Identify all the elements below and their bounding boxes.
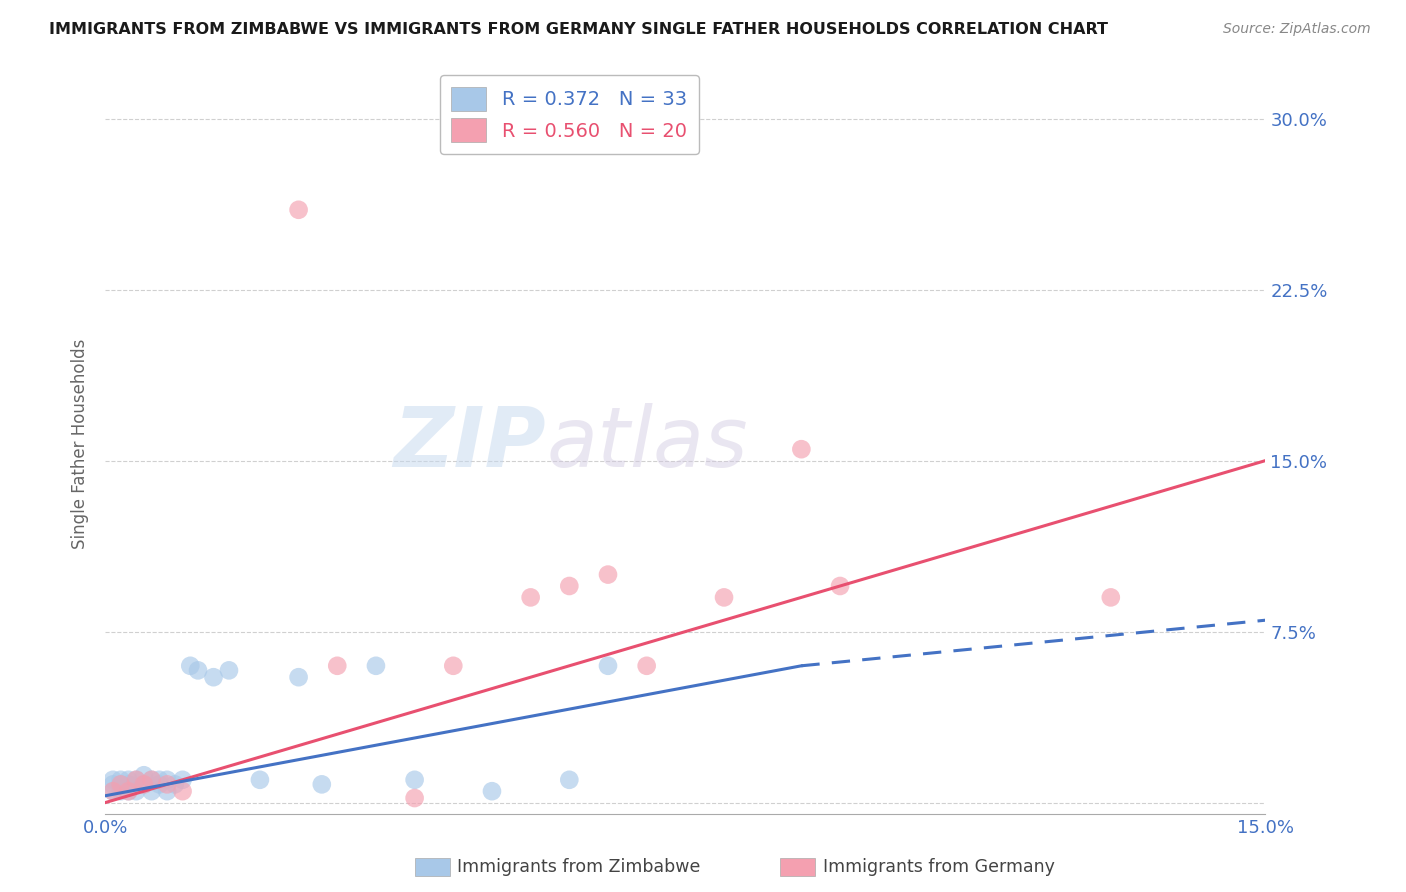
Point xyxy=(519,591,541,605)
Point xyxy=(101,784,124,798)
Point xyxy=(179,658,201,673)
Point xyxy=(117,777,139,791)
Point xyxy=(172,772,194,787)
Text: IMMIGRANTS FROM ZIMBABWE VS IMMIGRANTS FROM GERMANY SINGLE FATHER HOUSEHOLDS COR: IMMIGRANTS FROM ZIMBABWE VS IMMIGRANTS F… xyxy=(49,22,1108,37)
Point xyxy=(125,784,148,798)
Point xyxy=(141,784,163,798)
Point xyxy=(287,670,309,684)
Point xyxy=(481,784,503,798)
Text: Immigrants from Zimbabwe: Immigrants from Zimbabwe xyxy=(457,858,700,876)
Text: atlas: atlas xyxy=(546,403,748,484)
Point xyxy=(125,772,148,787)
Point xyxy=(187,664,209,678)
Point xyxy=(596,567,619,582)
Legend: R = 0.372   N = 33, R = 0.560   N = 20: R = 0.372 N = 33, R = 0.560 N = 20 xyxy=(440,75,699,153)
Point xyxy=(558,579,581,593)
Point xyxy=(110,777,132,791)
Point xyxy=(326,658,349,673)
Point xyxy=(558,772,581,787)
Text: ZIP: ZIP xyxy=(394,403,546,484)
Point xyxy=(311,777,333,791)
Point xyxy=(163,777,186,791)
Point xyxy=(790,442,813,457)
Point xyxy=(117,772,139,787)
Point xyxy=(249,772,271,787)
Point xyxy=(172,784,194,798)
Point xyxy=(441,658,464,673)
Point xyxy=(148,772,170,787)
Point xyxy=(141,772,163,787)
Point xyxy=(156,777,179,791)
Point xyxy=(596,658,619,673)
Point xyxy=(125,772,148,787)
Point xyxy=(404,791,426,805)
Point xyxy=(148,777,170,791)
Point xyxy=(132,777,155,791)
Point xyxy=(713,591,735,605)
Text: Source: ZipAtlas.com: Source: ZipAtlas.com xyxy=(1223,22,1371,37)
Point xyxy=(636,658,658,673)
Point xyxy=(101,772,124,787)
Point xyxy=(117,784,139,798)
Point xyxy=(141,772,163,787)
Point xyxy=(404,772,426,787)
Point xyxy=(110,777,132,791)
Y-axis label: Single Father Households: Single Father Households xyxy=(72,338,89,549)
Point xyxy=(1099,591,1122,605)
Point xyxy=(117,784,139,798)
Point xyxy=(202,670,225,684)
Point xyxy=(218,664,240,678)
Point xyxy=(156,772,179,787)
Point xyxy=(110,772,132,787)
Point xyxy=(110,784,132,798)
Point xyxy=(101,777,124,791)
Point xyxy=(828,579,851,593)
Point xyxy=(156,784,179,798)
Point xyxy=(287,202,309,217)
Text: Immigrants from Germany: Immigrants from Germany xyxy=(823,858,1054,876)
Point xyxy=(132,777,155,791)
Point xyxy=(364,658,387,673)
Point xyxy=(101,784,124,798)
Point xyxy=(132,768,155,782)
